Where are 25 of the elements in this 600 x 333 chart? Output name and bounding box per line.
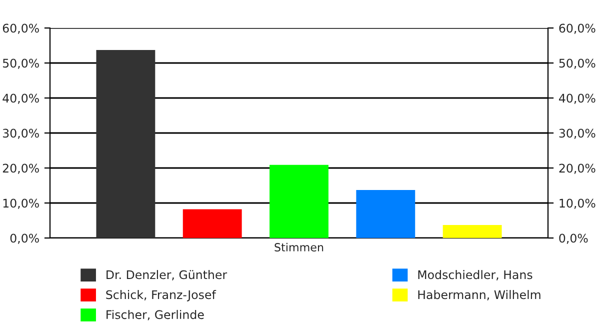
text: 30,0%: [559, 128, 596, 139]
legend-label: Fischer, Gerlinde: [106, 310, 204, 320]
text: 0,0%: [559, 234, 588, 244]
y-tick-label: 0,0%: [10, 234, 39, 244]
legend-label: Modschiedler, Hans: [418, 270, 532, 280]
legend-label: Schick, Franz-Josef: [106, 290, 216, 302]
bar: [442, 225, 502, 238]
bar: [182, 209, 242, 238]
bar: [270, 164, 328, 238]
y-tick-label: 10,0%: [3, 198, 39, 209]
y-tick-label: 50,0%: [2, 58, 39, 69]
bar: [356, 190, 416, 238]
y-tick-label: 20,0%: [2, 164, 39, 174]
y-tick-label: 40,0%: [2, 94, 39, 104]
text: 20,0%: [559, 164, 596, 174]
y-tick-label: 30,0%: [2, 128, 39, 139]
legend-label: Dr. Denzler, Günther: [106, 270, 228, 280]
text: 40,0%: [558, 94, 596, 104]
bar: [96, 50, 156, 238]
text: 50,0%: [559, 58, 596, 69]
legend-label: Habermann, Wilhelm: [418, 290, 540, 300]
y-tick-label: 60,0%: [2, 24, 39, 34]
text: 10,0%: [560, 198, 596, 209]
x-tick-label: Stimmen: [274, 242, 324, 252]
text: 60,0%: [559, 24, 596, 34]
